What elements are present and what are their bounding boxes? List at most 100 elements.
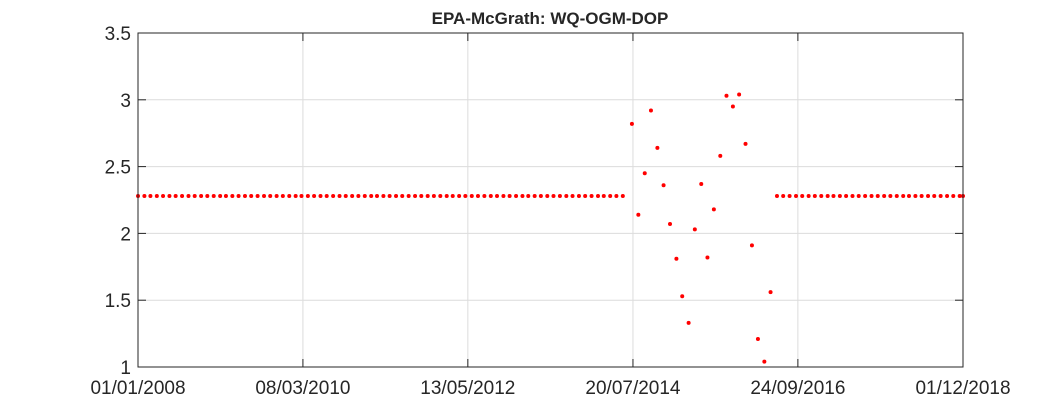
data-point [945, 193, 950, 198]
data-point [199, 193, 204, 198]
data-point [636, 212, 641, 217]
data-point [583, 193, 588, 198]
data-point [230, 193, 235, 198]
data-point [406, 193, 411, 198]
data-point [743, 141, 748, 146]
data-point [825, 193, 830, 198]
data-point [819, 193, 824, 198]
y-tick-label: 2 [120, 224, 131, 245]
axes-box [137, 32, 964, 368]
data-point [223, 193, 228, 198]
data-point [457, 193, 462, 198]
plot-area [138, 33, 963, 367]
data-point [794, 193, 799, 198]
data-point [154, 193, 159, 198]
data-point [894, 193, 899, 198]
x-tick-label: 01/01/2008 [90, 378, 185, 399]
data-point [705, 255, 710, 260]
axis-ticks: 01/01/2008 08/03/2010 13/05/2012 20/07/2014… [90, 24, 1010, 399]
data-point [711, 207, 716, 212]
data-point [520, 193, 525, 198]
data-point [255, 193, 260, 198]
data-point [888, 193, 893, 198]
data-point [482, 193, 487, 198]
data-point [362, 193, 367, 198]
data-point [755, 336, 760, 341]
data-point [762, 359, 767, 364]
data-point [438, 193, 443, 198]
data-point [337, 193, 342, 198]
data-point [863, 193, 868, 198]
y-tick-label: 1 [120, 358, 131, 379]
data-point [787, 193, 792, 198]
data-point [806, 193, 811, 198]
data-point [812, 193, 817, 198]
data-point [686, 320, 691, 325]
data-point [526, 193, 531, 198]
data-point [668, 222, 672, 227]
data-point [837, 193, 842, 198]
data-point [564, 193, 569, 198]
data-point [629, 121, 634, 126]
data-point [167, 193, 172, 198]
data-point [431, 193, 436, 198]
data-point [674, 256, 679, 261]
data-point [589, 193, 594, 198]
data-point [614, 193, 619, 198]
data-point [249, 193, 254, 198]
data-point [242, 193, 247, 198]
data-point [869, 193, 874, 198]
data-point [287, 193, 292, 198]
data-point [262, 193, 267, 198]
y-tick-label: 3.5 [105, 24, 131, 45]
data-point [268, 193, 273, 198]
data-point [774, 193, 779, 198]
data-point [655, 145, 660, 150]
data-point [148, 193, 153, 198]
data-point [875, 193, 880, 198]
data-point [730, 104, 735, 109]
data-point [882, 193, 887, 198]
data-point [800, 193, 805, 198]
data-point [570, 193, 575, 198]
data-point [648, 108, 653, 113]
data-point [749, 243, 754, 248]
data-point [186, 193, 191, 198]
data-point [601, 193, 606, 198]
data-point [926, 193, 931, 198]
data-point [192, 193, 197, 198]
data-point [218, 193, 223, 198]
data-point [142, 193, 147, 198]
data-point [205, 193, 210, 198]
data-point [507, 193, 512, 198]
x-tick-label: 13/05/2012 [420, 378, 515, 399]
data-point [595, 193, 600, 198]
data-point [501, 193, 506, 198]
data-point [312, 193, 317, 198]
data-point [938, 193, 943, 198]
data-point [532, 193, 537, 198]
data-point [608, 193, 613, 198]
data-point [488, 193, 493, 198]
data-point [236, 193, 241, 198]
data-point [387, 193, 392, 198]
data-point [781, 193, 786, 198]
data-point [545, 193, 550, 198]
data-point [551, 193, 556, 198]
data-point [450, 193, 455, 198]
data-point [369, 193, 374, 198]
y-tick-label: 3 [120, 91, 131, 112]
data-point [400, 193, 405, 198]
data-point [161, 193, 166, 198]
data-point [299, 193, 304, 198]
data-point [350, 193, 355, 198]
data-point [343, 193, 348, 198]
data-point [692, 227, 697, 232]
data-point [475, 193, 480, 198]
data-point [844, 193, 849, 198]
data-point [419, 193, 424, 198]
data-point [331, 193, 336, 198]
data-point [413, 193, 418, 198]
